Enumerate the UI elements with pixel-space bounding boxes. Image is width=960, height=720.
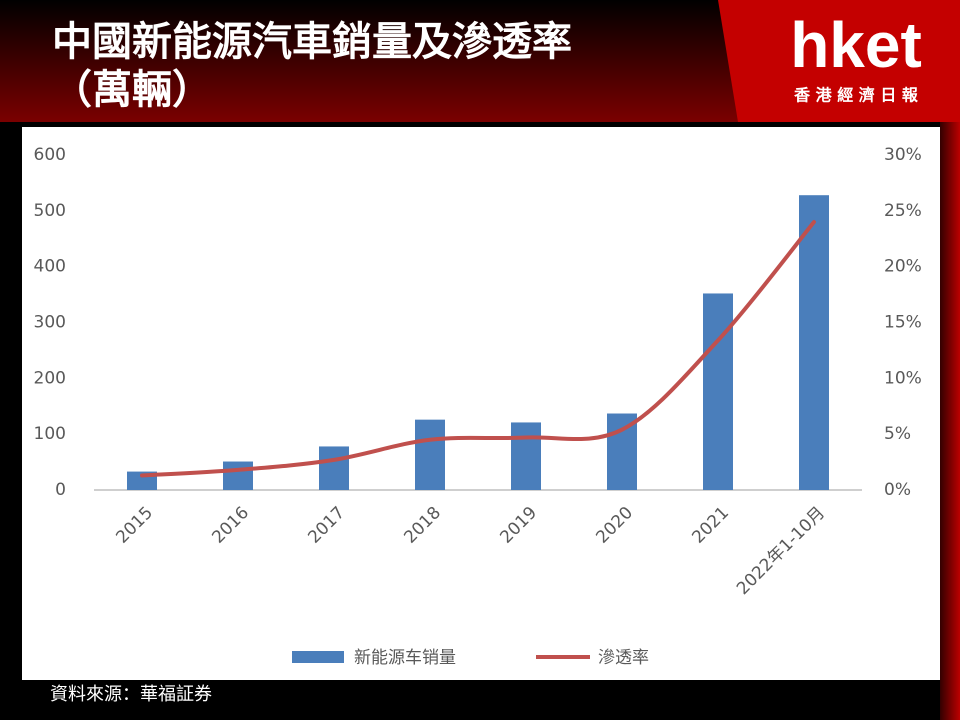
logo: hket <box>790 9 922 81</box>
chart-title: 中國新能源汽車銷量及滲透率（萬輛） <box>52 19 572 113</box>
y-tick-label: 100 <box>34 424 66 444</box>
bar <box>703 293 733 490</box>
bar <box>799 195 829 490</box>
side-band <box>940 122 960 720</box>
bar <box>223 461 253 490</box>
y-tick-label: 600 <box>34 145 66 165</box>
legend-swatch <box>292 651 344 663</box>
y2-tick-label: 5% <box>884 424 911 444</box>
y2-tick-label: 15% <box>884 313 922 333</box>
y2-tick-label: 10% <box>884 368 922 388</box>
bar <box>511 422 541 490</box>
logo-tagline: 香 港 經 濟 日 報 <box>793 86 919 105</box>
bar <box>415 419 445 490</box>
y-tick-label: 0 <box>55 480 66 500</box>
line <box>140 220 816 478</box>
plot-panel <box>22 127 940 680</box>
y-tick-label: 200 <box>34 368 66 388</box>
y2-tick-label: 30% <box>884 145 922 165</box>
y-tick-label: 400 <box>34 257 66 277</box>
y-tick-label: 500 <box>34 201 66 221</box>
logo-block <box>718 0 960 122</box>
bar <box>319 446 349 490</box>
legend-label: 新能源车销量 <box>354 648 456 668</box>
y2-tick-label: 25% <box>884 201 922 221</box>
y2-tick-label: 20% <box>884 257 922 277</box>
source: 資料來源：華福証券 <box>50 684 212 705</box>
y-tick-label: 300 <box>34 313 66 333</box>
y2-tick-label: 0% <box>884 480 911 500</box>
legend-label: 滲透率 <box>598 648 649 668</box>
